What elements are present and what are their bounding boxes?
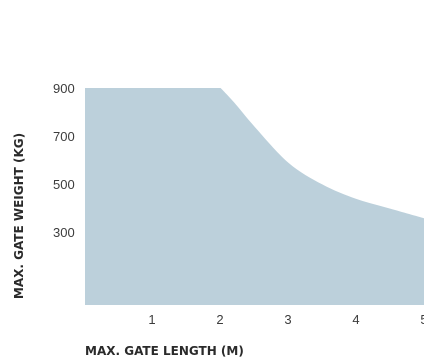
y-tick-label-300: 300 [53, 225, 75, 240]
plot-area [85, 88, 424, 305]
y-tick-label-500: 500 [53, 177, 75, 192]
x-axis-tick-labels: 1 2 3 4 5 [148, 312, 424, 327]
x-axis-title: MAX. GATE LENGTH (M) [85, 344, 244, 358]
x-tick-label-3: 3 [284, 312, 291, 327]
y-axis-tick-labels: 900 700 500 300 [53, 81, 75, 240]
y-axis-title: MAX. GATE WEIGHT (KG) [12, 133, 26, 299]
x-tick-label-2: 2 [216, 312, 223, 327]
series-area [85, 88, 424, 305]
y-tick-label-700: 700 [53, 129, 75, 144]
x-tick-label-1: 1 [148, 312, 155, 327]
x-tick-label-4: 4 [352, 312, 359, 327]
y-tick-label-900: 900 [53, 81, 75, 96]
x-tick-label-5: 5 [420, 312, 424, 327]
